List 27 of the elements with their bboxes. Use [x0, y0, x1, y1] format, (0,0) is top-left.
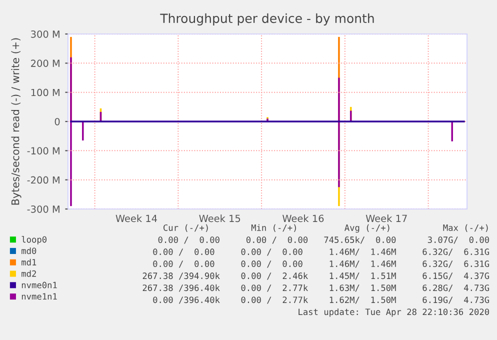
legend-label: loop0	[22, 236, 46, 244]
legend-label: nvme1n1	[22, 293, 57, 300]
chart-title: Throughput per device - by month	[160, 13, 374, 26]
x-tick-label: Week 14	[116, 214, 157, 222]
text: Last update: Tue Apr 28 22:10:36 2020	[298, 308, 489, 317]
y-tick-label: -200 M	[27, 176, 60, 184]
text: 0.00 /396.40k 0.00 / 2.77k 1.62M/ 1.50M 6.19G/ 4.73G	[153, 296, 490, 304]
y-tick-label: 100 M	[31, 88, 60, 96]
y-axis-title: Bytes/second read (-) / write (+)	[11, 38, 22, 205]
y-tick-label: 0	[54, 118, 60, 126]
y-tick-label: -300 M	[27, 205, 60, 213]
x-tick-label: Week 16	[282, 214, 324, 222]
x-tick-label: Week 15	[199, 214, 240, 222]
text: 0.00 / 0.00 0.00 / 0.00 1.46M/ 1.46M 6.32G/ 6.31G	[153, 260, 490, 268]
legend-label: md0	[22, 247, 36, 254]
legend-label: md2	[22, 270, 36, 277]
legend-label: nvme0n1	[22, 282, 57, 288]
y-tick-label: 300 M	[31, 30, 60, 38]
text: 0.00 / 0.00 0.00 / 0.00 745.65k/ 0.00 3.07G/ 0.00	[158, 236, 489, 244]
y-tick-label: -100 M	[27, 147, 60, 154]
text: 0.00 / 0.00 0.00 / 0.00 1.46M/ 1.46M 6.32G/ 6.31G	[153, 248, 490, 256]
text: 267.38 /394.90k 0.00 / 2.46k 1.45M/ 1.51M 6.15G/ 4.37G	[142, 272, 490, 280]
text: 267.38 /396.40k 0.00 / 2.77k 1.63M/ 1.50M 6.28G/ 4.73G	[142, 284, 490, 292]
legend-label: md1	[22, 258, 36, 266]
y-tick-label: 200 M	[31, 60, 60, 67]
x-tick-label: Week 17	[366, 214, 407, 222]
text: Cur (-/+) Min (-/+) Avg (-/+) Max (-/+)	[164, 224, 488, 233]
